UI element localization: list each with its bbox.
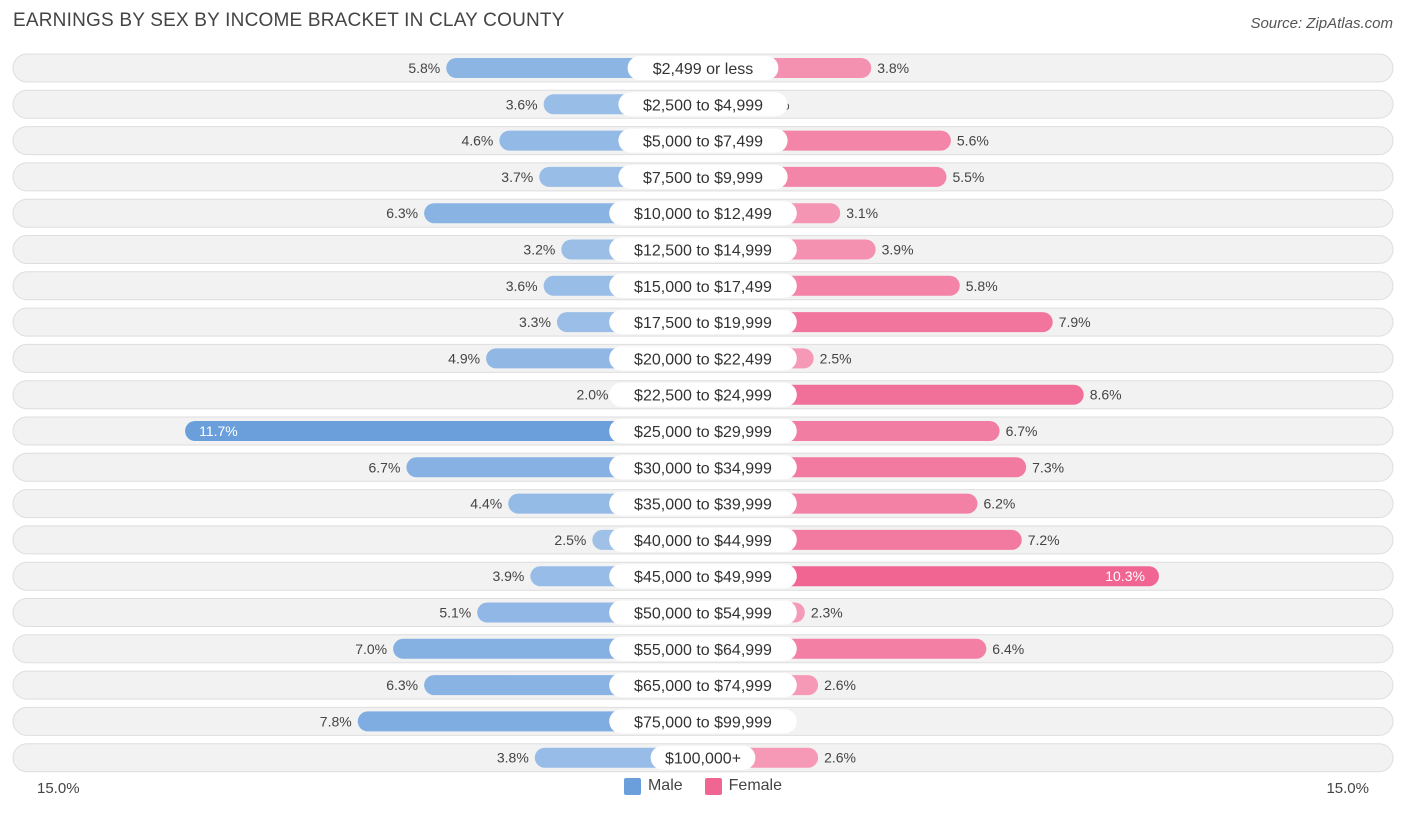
female-bar bbox=[703, 566, 1159, 587]
male-value-label: 5.1% bbox=[439, 605, 471, 621]
category-pill bbox=[609, 673, 797, 698]
female-value-label: 7.2% bbox=[1028, 532, 1060, 548]
category-label: $2,499 or less bbox=[653, 61, 754, 78]
male-value-label: 3.3% bbox=[519, 314, 551, 330]
category-label: $12,500 to $14,999 bbox=[634, 243, 772, 260]
category-pill bbox=[609, 564, 797, 589]
male-value-label: 2.5% bbox=[554, 532, 586, 548]
category-label: $7,500 to $9,999 bbox=[643, 170, 763, 187]
category-label: $5,000 to $7,499 bbox=[643, 134, 763, 151]
male-bar bbox=[185, 421, 703, 441]
category-label: $100,000+ bbox=[665, 751, 741, 768]
male-value-label: 4.4% bbox=[470, 496, 502, 512]
female-value-label: 5.8% bbox=[966, 278, 998, 294]
female-bar bbox=[703, 384, 1084, 405]
category-label: $30,000 to $34,999 bbox=[634, 460, 772, 477]
male-value-label: 6.3% bbox=[386, 205, 418, 221]
chart-title: EARNINGS BY SEX BY INCOME BRACKET IN CLA… bbox=[13, 10, 565, 31]
female-value-label: 5.5% bbox=[952, 169, 984, 185]
legend-swatch-male bbox=[623, 777, 641, 795]
category-label: $20,000 to $22,499 bbox=[634, 351, 772, 368]
category-label: $22,500 to $24,999 bbox=[634, 388, 772, 405]
category-label: $2,500 to $4,999 bbox=[643, 97, 763, 114]
female-value-label: 8.6% bbox=[1090, 387, 1122, 403]
category-pill bbox=[609, 709, 797, 734]
source-label: Source: ZipAtlas.com bbox=[1250, 15, 1393, 32]
male-value-label: 6.7% bbox=[368, 459, 400, 475]
legend-item-male[interactable]: Male bbox=[623, 777, 683, 795]
female-value-label: 2.6% bbox=[824, 677, 856, 693]
category-pill bbox=[609, 310, 797, 335]
category-pill bbox=[627, 56, 779, 80]
male-value-label: 4.6% bbox=[461, 133, 493, 149]
legend-label-female: Female bbox=[728, 777, 783, 794]
female-value-label: 3.1% bbox=[846, 205, 878, 221]
male-value-label: 4.9% bbox=[448, 350, 480, 366]
female-value-label: 7.9% bbox=[1059, 314, 1091, 330]
category-pill bbox=[609, 201, 797, 226]
category-label: $35,000 to $39,999 bbox=[634, 497, 772, 514]
category-label: $17,500 to $19,999 bbox=[634, 315, 772, 332]
category-pill bbox=[609, 455, 797, 480]
male-value-label: 3.6% bbox=[506, 278, 538, 294]
female-value-label: 6.7% bbox=[1006, 423, 1038, 439]
category-pill bbox=[618, 164, 788, 189]
category-label: $25,000 to $29,999 bbox=[634, 424, 772, 441]
female-value-label: 3.9% bbox=[882, 242, 914, 258]
female-value-label: 10.3% bbox=[1105, 568, 1145, 584]
category-label: $15,000 to $17,499 bbox=[634, 279, 772, 296]
axis-right-label: 15.0% bbox=[1326, 780, 1369, 797]
category-label: $75,000 to $99,999 bbox=[634, 714, 772, 731]
category-label: $55,000 to $64,999 bbox=[634, 642, 772, 659]
male-value-label: 2.0% bbox=[577, 387, 609, 403]
category-pill bbox=[618, 128, 788, 153]
category-label: $65,000 to $74,999 bbox=[634, 678, 772, 695]
category-pill bbox=[609, 527, 797, 552]
legend-item-female[interactable]: Female bbox=[704, 777, 783, 795]
category-label: $40,000 to $44,999 bbox=[634, 533, 772, 550]
female-value-label: 6.2% bbox=[983, 496, 1015, 512]
category-pill bbox=[609, 491, 797, 516]
female-value-label: 2.5% bbox=[820, 350, 852, 366]
female-value-label: 2.3% bbox=[811, 605, 843, 621]
category-pill bbox=[609, 237, 797, 262]
male-value-label: 7.8% bbox=[320, 713, 352, 729]
legend: Male Female bbox=[0, 777, 1406, 795]
male-value-label: 11.7% bbox=[199, 423, 238, 439]
category-pill bbox=[609, 273, 797, 298]
male-value-label: 3.8% bbox=[497, 750, 529, 766]
category-pill bbox=[609, 346, 797, 371]
female-value-label: 5.6% bbox=[957, 133, 989, 149]
category-label: $10,000 to $12,499 bbox=[634, 206, 772, 223]
category-label: $50,000 to $54,999 bbox=[634, 606, 772, 623]
category-pill bbox=[609, 382, 797, 407]
male-value-label: 6.3% bbox=[386, 677, 418, 693]
category-pill bbox=[650, 745, 756, 770]
axis-left-label: 15.0% bbox=[37, 780, 80, 797]
legend-swatch-female bbox=[704, 777, 722, 795]
female-value-label: 3.8% bbox=[877, 60, 909, 76]
male-value-label: 3.9% bbox=[492, 568, 524, 584]
category-label: $45,000 to $49,999 bbox=[634, 569, 772, 586]
male-value-label: 7.0% bbox=[355, 641, 387, 657]
male-value-label: 5.8% bbox=[408, 60, 440, 76]
category-pill bbox=[609, 636, 797, 661]
female-value-label: 7.3% bbox=[1032, 459, 1064, 475]
legend-label-male: Male bbox=[647, 777, 683, 794]
male-value-label: 3.2% bbox=[523, 242, 555, 258]
category-pill bbox=[609, 419, 797, 443]
category-pill bbox=[618, 92, 788, 117]
female-value-label: 2.6% bbox=[824, 750, 856, 766]
male-value-label: 3.6% bbox=[506, 96, 538, 112]
category-pill bbox=[609, 600, 797, 625]
female-value-label: 6.4% bbox=[992, 641, 1024, 657]
male-value-label: 3.7% bbox=[501, 169, 533, 185]
